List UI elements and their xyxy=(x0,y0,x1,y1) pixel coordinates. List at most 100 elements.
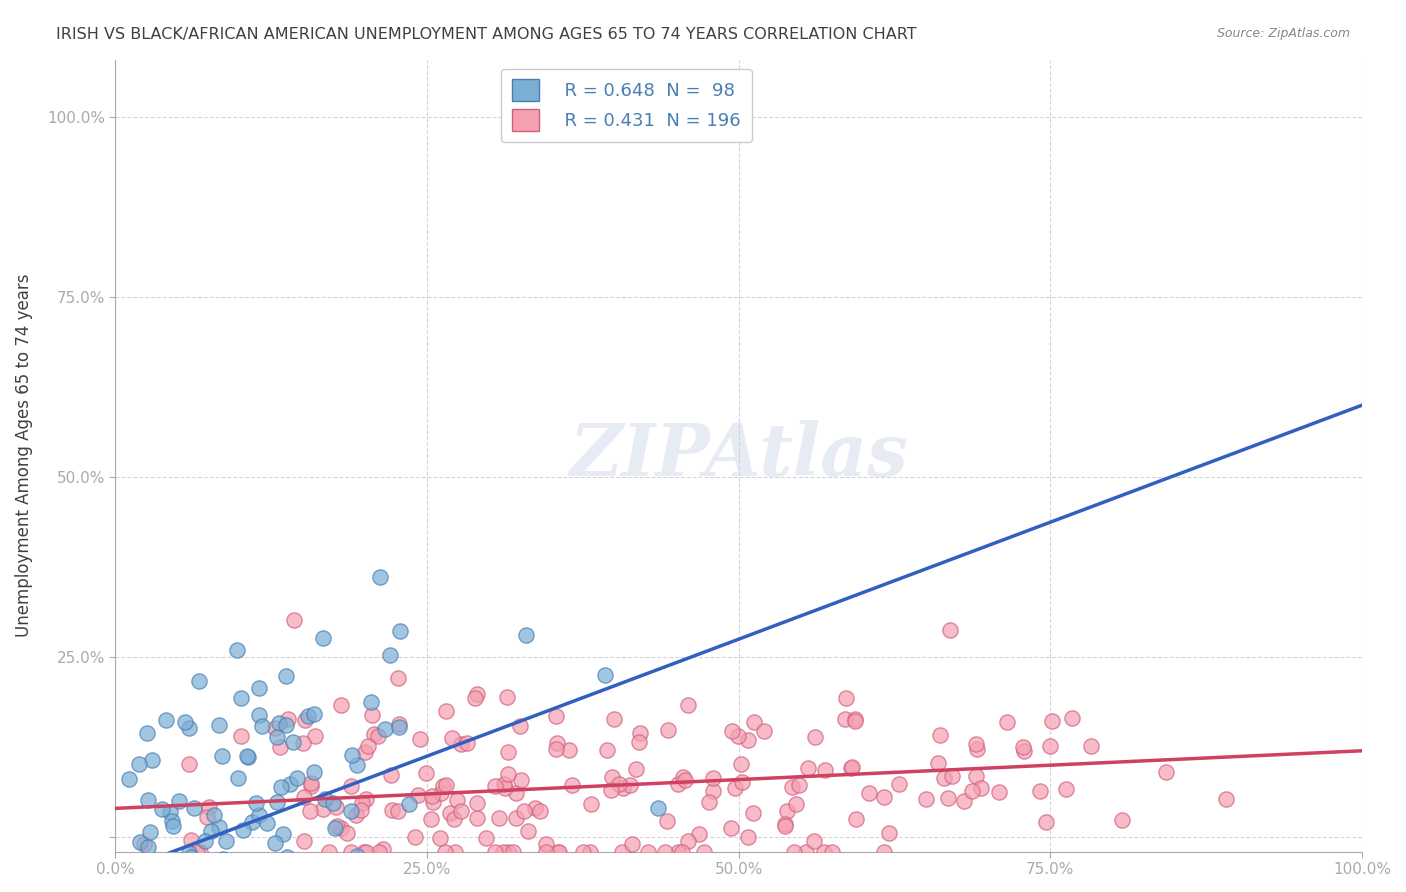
Point xyxy=(381,803,404,817)
Point xyxy=(231,691,253,706)
Point xyxy=(208,717,231,731)
Point xyxy=(277,712,299,726)
Point xyxy=(291,866,314,880)
Point xyxy=(742,806,765,821)
Text: Source: ZipAtlas.com: Source: ZipAtlas.com xyxy=(1216,27,1350,40)
Point xyxy=(628,726,651,740)
Point xyxy=(380,768,402,782)
Point xyxy=(534,845,557,859)
Point xyxy=(939,624,962,638)
Point xyxy=(209,866,232,880)
Text: IRISH VS BLACK/AFRICAN AMERICAN UNEMPLOYMENT AMONG AGES 65 TO 74 YEARS CORRELATI: IRISH VS BLACK/AFRICAN AMERICAN UNEMPLOY… xyxy=(56,27,917,42)
Point xyxy=(456,736,478,750)
Point xyxy=(232,823,254,838)
Point xyxy=(465,687,488,701)
Point xyxy=(357,739,380,754)
Point xyxy=(465,796,488,810)
Point xyxy=(647,800,669,814)
Point xyxy=(367,845,389,859)
Point xyxy=(432,780,454,794)
Point xyxy=(727,730,749,744)
Point xyxy=(302,706,325,721)
Point xyxy=(1080,739,1102,753)
Point xyxy=(1038,739,1060,753)
Point xyxy=(496,745,519,759)
Point xyxy=(1154,765,1177,780)
Point xyxy=(208,866,231,880)
Point xyxy=(162,819,184,833)
Point xyxy=(245,796,267,810)
Point xyxy=(475,831,498,846)
Point xyxy=(492,845,515,859)
Point xyxy=(298,804,321,818)
Point xyxy=(145,860,167,874)
Point xyxy=(439,805,461,820)
Point xyxy=(346,848,368,863)
Point xyxy=(579,845,602,859)
Point xyxy=(136,725,159,739)
Point xyxy=(264,836,287,850)
Point xyxy=(436,778,458,792)
Point xyxy=(1012,744,1035,758)
Point xyxy=(138,866,160,880)
Point xyxy=(141,753,163,767)
Legend:   R = 0.648  N =  98,   R = 0.431  N = 196: R = 0.648 N = 98, R = 0.431 N = 196 xyxy=(501,69,752,142)
Point xyxy=(134,837,156,851)
Point xyxy=(157,866,180,880)
Point xyxy=(624,762,647,776)
Point xyxy=(446,792,468,806)
Point xyxy=(702,771,724,785)
Point xyxy=(122,866,145,880)
Point xyxy=(169,866,191,880)
Point xyxy=(374,723,396,737)
Point xyxy=(368,570,391,584)
Point xyxy=(429,786,451,800)
Point xyxy=(516,823,538,838)
Point xyxy=(529,805,551,819)
Point xyxy=(450,805,472,819)
Point xyxy=(422,795,444,809)
Point xyxy=(224,866,246,880)
Point xyxy=(887,777,910,791)
Point xyxy=(236,748,259,763)
Point xyxy=(561,778,583,792)
Point xyxy=(1054,781,1077,796)
Point xyxy=(820,845,842,859)
Point xyxy=(936,790,959,805)
Point xyxy=(388,716,411,731)
Point xyxy=(858,786,880,800)
Point xyxy=(188,673,211,688)
Point xyxy=(312,802,335,816)
Point xyxy=(443,812,465,826)
Point xyxy=(322,796,344,810)
Point xyxy=(350,803,373,817)
Point xyxy=(409,732,432,747)
Point xyxy=(596,743,619,757)
Point xyxy=(494,780,516,795)
Point xyxy=(484,845,506,859)
Point xyxy=(496,766,519,780)
Point xyxy=(378,648,401,662)
Point xyxy=(388,624,411,638)
Point xyxy=(1035,814,1057,829)
Point xyxy=(231,729,253,743)
Point xyxy=(160,814,183,828)
Point xyxy=(637,845,659,859)
Point xyxy=(434,845,457,859)
Point xyxy=(496,845,519,859)
Point xyxy=(429,830,451,845)
Point xyxy=(330,821,353,835)
Point xyxy=(294,713,316,727)
Point xyxy=(572,845,595,859)
Point xyxy=(941,769,963,783)
Point xyxy=(344,807,367,822)
Point xyxy=(666,777,689,791)
Point xyxy=(406,788,429,802)
Point xyxy=(915,791,938,805)
Point xyxy=(464,690,486,705)
Point xyxy=(367,729,389,743)
Point xyxy=(270,780,292,794)
Point xyxy=(787,778,810,792)
Point xyxy=(292,790,315,805)
Point xyxy=(675,772,697,787)
